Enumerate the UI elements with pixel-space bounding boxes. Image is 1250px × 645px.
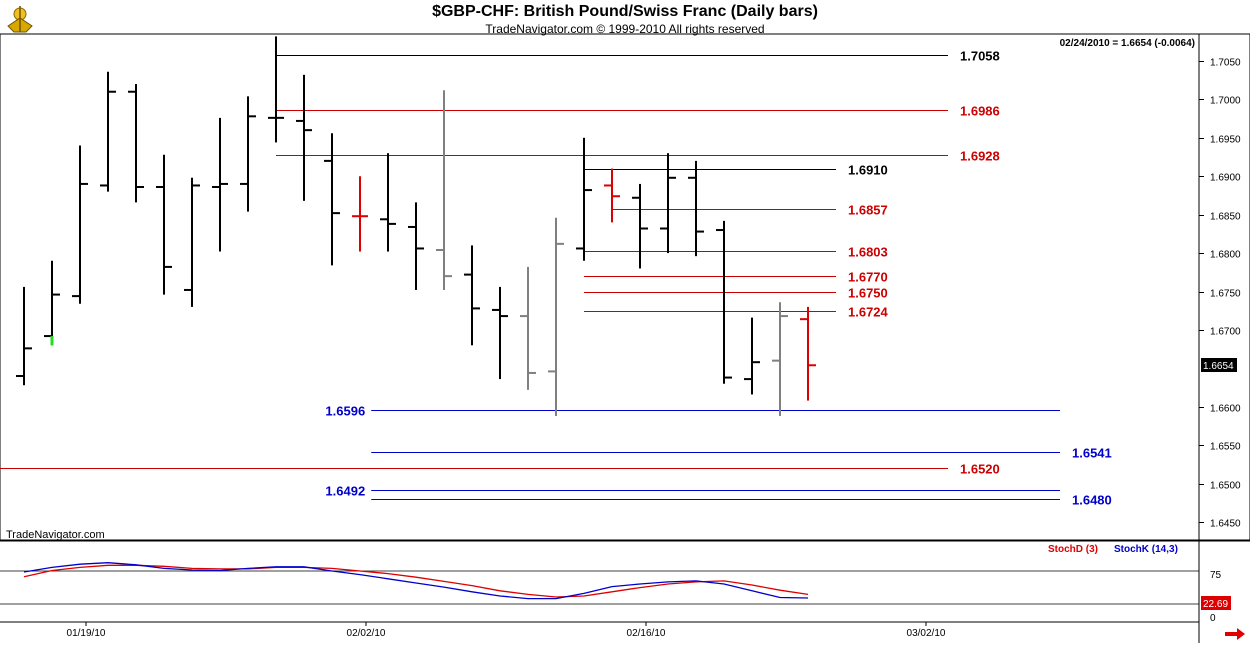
ohlc-bar [632,183,648,269]
ohlc-bar [324,133,340,266]
ohlc-bar [772,302,788,416]
x-tick-label: 03/02/10 [907,628,946,639]
y-tick-label: 1.6700 [1210,327,1241,338]
y-tick-label: 1.6850 [1210,212,1241,223]
stochk-line [23,562,809,600]
ohlc-bar [576,137,592,261]
price-panel-frame [0,33,1250,541]
y-tick-label: 1.6900 [1210,173,1241,184]
ohlc-bar [660,153,676,254]
ohlc-bar [240,96,256,212]
chart-title: $GBP-CHF: British Pound/Swiss Franc (Dai… [432,3,818,20]
level-label-1.6910: 1.6910 [848,163,888,178]
level-label-1.6541: 1.6541 [1072,446,1112,461]
ohlc-bar [520,266,536,390]
level-label-1.6803: 1.6803 [848,245,888,260]
level-label-1.6480: 1.6480 [1072,493,1112,508]
stochd-legend: StochD (3) [1048,544,1098,555]
stoch-tick-label: 75 [1210,570,1222,581]
ohlc-bar [744,317,760,395]
level-label-1.6770: 1.6770 [848,270,888,285]
level-label-1.6857: 1.6857 [848,203,888,218]
x-tick-label: 01/19/10 [67,628,106,639]
level-label-1.7058: 1.7058 [960,49,1000,64]
stoch-last-value-box [1201,596,1231,610]
level-label-1.6492: 1.6492 [325,484,365,499]
stoch-tick-label: 0 [1210,613,1216,624]
ohlc-bar [100,71,116,192]
level-label-1.6750: 1.6750 [848,286,888,301]
ohlc-bar [604,168,620,223]
x-tick-label: 02/02/10 [347,628,386,639]
x-tick-label: 02/16/10 [627,628,666,639]
y-tick-label: 1.6800 [1210,250,1241,261]
y-tick-label: 1.6600 [1210,404,1241,415]
scroll-right-arrow-icon[interactable] [1224,627,1246,645]
stochd-line [23,564,809,598]
y-tick-label: 1.7050 [1210,58,1241,69]
stoch-last-value-label: 22.69 [1203,599,1228,610]
y-tick-label: 1.6750 [1210,289,1241,300]
stochk-legend: StochK (14,3) [1114,544,1178,555]
watermark-text: TradeNavigator.com [6,529,105,541]
ohlc-bar [268,36,284,143]
level-label-1.6596: 1.6596 [325,404,365,419]
ohlc-bar [296,74,312,201]
last-price-label: 1.6654 [1203,361,1234,372]
ohlc-bar [436,90,452,290]
level-label-1.6986: 1.6986 [960,104,1000,119]
last-bar-info: 02/24/2010 = 1.6654 (-0.0064) [1059,38,1195,49]
ohlc-bar [464,245,480,346]
y-tick-label: 1.6550 [1210,442,1241,453]
ohlc-bar [44,260,60,346]
y-tick-label: 1.6500 [1210,481,1241,492]
ohlc-bar [212,117,228,252]
ohlc-bar [72,145,88,304]
ohlc-bar [688,160,704,257]
ohlc-bar [184,177,200,307]
ohlc-bar [492,286,508,380]
ohlc-bar [800,306,816,401]
ohlc-bar [380,153,396,252]
level-label-1.6724: 1.6724 [848,305,889,320]
ohlc-bar [156,154,172,295]
y-tick-label: 1.7000 [1210,96,1241,107]
ohlc-bar [128,84,144,203]
ohlc-bar [352,176,368,252]
ohlc-bar [548,217,564,416]
ohlc-bar [716,220,732,384]
y-tick-label: 1.6950 [1210,135,1241,146]
level-label-1.6520: 1.6520 [960,462,1000,477]
ohlc-bar [408,202,424,290]
last-price-box [1201,358,1237,372]
trade-navigator-logo-icon [4,4,36,34]
chart-subtitle: TradeNavigator.com © 1999-2010 All right… [485,22,765,36]
level-label-1.6928: 1.6928 [960,149,1000,164]
ohlc-bar [16,286,32,386]
y-tick-label: 1.6450 [1210,519,1241,530]
